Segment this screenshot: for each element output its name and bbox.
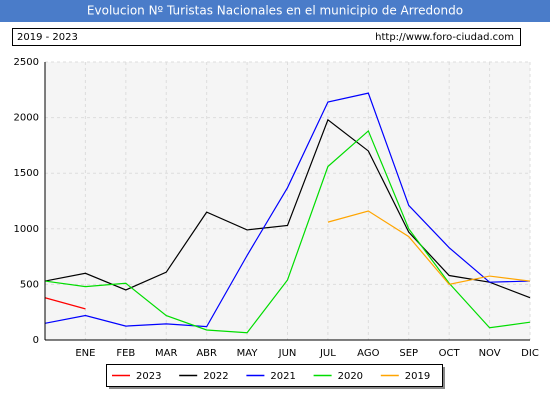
x-tick-label: OCT [439,348,461,359]
series-line [44,129,531,334]
x-tick-label: MAY [237,348,259,359]
x-tick-label: DIC [521,348,539,359]
legend [106,364,443,387]
title-bar [0,0,550,22]
chart-title: Evolucion Nº Turistas Nacionales en el m… [87,4,463,18]
x-tick-label: FEB [116,348,135,359]
x-tick-label: SEP [399,348,418,359]
source: http://www.foro-ciudad.com [375,32,514,43]
series-line [44,297,86,310]
x-tick-label: MAR [155,348,177,359]
y-tick-label: 1000 [14,224,39,235]
x-tick-label: ABR [196,348,217,359]
x-tick-label: ENE [75,348,95,359]
series-line [44,92,531,328]
x-tick-label: NOV [479,348,501,359]
subtitle: 2019 - 2023 [17,32,78,43]
x-tick-label: JUL [319,348,336,359]
series-line [44,118,531,299]
y-tick-label: 2500 [14,57,39,68]
y-tick-label: 0 [33,335,39,346]
subtitle-box [12,28,521,46]
legend-label: 2022 [203,371,228,382]
legend-label: 2021 [270,371,295,382]
y-tick-label: 500 [20,279,39,290]
series-line [327,210,531,286]
legend-label: 2020 [338,371,363,382]
y-tick-label: 1500 [14,168,39,179]
legend-label: 2019 [405,371,430,382]
x-tick-label: AGO [357,348,379,359]
x-tick-label: JUN [278,348,297,359]
y-tick-label: 2000 [14,113,39,124]
legend-label: 2023 [136,371,161,382]
